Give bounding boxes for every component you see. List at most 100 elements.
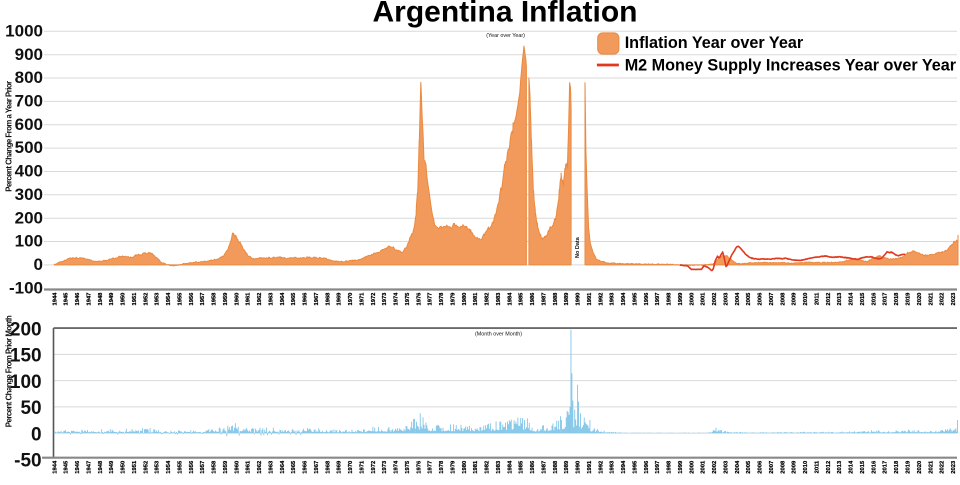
- svg-text:1973: 1973: [382, 460, 388, 474]
- svg-text:1947: 1947: [86, 293, 92, 306]
- svg-text:2018: 2018: [894, 292, 900, 306]
- svg-text:2014: 2014: [849, 460, 855, 474]
- svg-text:2021: 2021: [928, 460, 934, 474]
- svg-text:Inflation Year over Year: Inflation Year over Year: [625, 34, 804, 52]
- svg-text:1973: 1973: [382, 292, 388, 306]
- svg-text:1994: 1994: [621, 460, 627, 474]
- svg-text:2016: 2016: [871, 292, 877, 306]
- svg-text:1000: 1000: [5, 21, 43, 40]
- svg-text:1999: 1999: [678, 292, 684, 306]
- svg-text:1961: 1961: [246, 292, 252, 306]
- svg-text:1991: 1991: [587, 460, 593, 474]
- svg-text:200: 200: [15, 208, 43, 227]
- svg-text:1956: 1956: [189, 460, 195, 474]
- svg-text:1982: 1982: [485, 461, 491, 474]
- svg-text:1963: 1963: [268, 460, 274, 474]
- svg-text:1974: 1974: [394, 292, 400, 306]
- svg-text:1996: 1996: [644, 460, 650, 474]
- svg-text:No Data: No Data: [575, 236, 581, 258]
- svg-text:1950: 1950: [121, 461, 127, 474]
- svg-text:2011: 2011: [815, 292, 821, 305]
- svg-text:1977: 1977: [428, 461, 434, 474]
- svg-text:2020: 2020: [917, 461, 923, 474]
- svg-text:1951: 1951: [132, 460, 138, 474]
- svg-text:2023: 2023: [951, 460, 957, 474]
- svg-text:1986: 1986: [530, 460, 536, 474]
- svg-text:1959: 1959: [223, 460, 229, 474]
- svg-text:1978: 1978: [439, 460, 445, 474]
- svg-text:1958: 1958: [212, 460, 218, 474]
- svg-text:1975: 1975: [405, 460, 411, 474]
- svg-text:200: 200: [10, 319, 42, 340]
- svg-text:1997: 1997: [655, 293, 661, 306]
- svg-text:2012: 2012: [826, 293, 832, 306]
- svg-text:1960: 1960: [234, 461, 240, 474]
- svg-text:2003: 2003: [724, 292, 730, 306]
- svg-text:(Month over Month): (Month over Month): [475, 332, 522, 338]
- svg-text:1993: 1993: [610, 460, 616, 474]
- svg-text:1968: 1968: [325, 292, 331, 306]
- svg-text:1957: 1957: [200, 293, 206, 306]
- svg-text:2022: 2022: [940, 293, 946, 306]
- svg-text:1969: 1969: [337, 292, 343, 306]
- svg-text:1991: 1991: [587, 292, 593, 306]
- svg-text:2022: 2022: [940, 461, 946, 474]
- svg-text:2005: 2005: [746, 460, 752, 474]
- svg-text:1967: 1967: [314, 461, 320, 474]
- svg-text:1994: 1994: [621, 292, 627, 306]
- svg-text:2008: 2008: [780, 292, 786, 306]
- svg-text:1961: 1961: [246, 460, 252, 474]
- svg-text:2013: 2013: [837, 460, 843, 474]
- svg-text:1969: 1969: [337, 460, 343, 474]
- svg-text:2017: 2017: [883, 461, 889, 474]
- svg-text:Argentina Inflation: Argentina Inflation: [373, 0, 638, 29]
- svg-text:600: 600: [15, 115, 43, 134]
- svg-text:1944: 1944: [52, 460, 58, 474]
- svg-text:2006: 2006: [758, 292, 764, 306]
- svg-text:400: 400: [15, 162, 43, 181]
- svg-text:2010: 2010: [803, 293, 809, 306]
- svg-text:1967: 1967: [314, 293, 320, 306]
- svg-text:Percent Change From a Year Pri: Percent Change From a Year Prior: [4, 81, 13, 192]
- svg-text:2008: 2008: [780, 460, 786, 474]
- svg-text:300: 300: [15, 185, 43, 204]
- svg-text:2012: 2012: [826, 461, 832, 474]
- svg-text:2000: 2000: [689, 461, 695, 474]
- svg-text:1990: 1990: [576, 461, 582, 474]
- svg-text:2006: 2006: [758, 460, 764, 474]
- svg-text:2018: 2018: [894, 460, 900, 474]
- svg-text:1953: 1953: [155, 460, 161, 474]
- svg-text:2001: 2001: [701, 460, 707, 474]
- svg-text:1987: 1987: [542, 461, 548, 474]
- svg-text:1979: 1979: [451, 460, 457, 474]
- svg-text:50: 50: [20, 398, 41, 419]
- svg-text:700: 700: [15, 92, 43, 111]
- svg-text:Percent Change From Prior Mont: Percent Change From Prior Month: [4, 315, 13, 427]
- svg-text:1959: 1959: [223, 292, 229, 306]
- svg-text:1951: 1951: [132, 292, 138, 306]
- svg-text:150: 150: [10, 346, 42, 367]
- svg-text:1965: 1965: [291, 292, 297, 306]
- svg-text:2001: 2001: [701, 292, 707, 306]
- svg-text:1949: 1949: [109, 460, 115, 474]
- svg-text:1988: 1988: [553, 460, 559, 474]
- svg-text:800: 800: [15, 68, 43, 87]
- svg-text:1965: 1965: [291, 460, 297, 474]
- svg-text:1996: 1996: [644, 292, 650, 306]
- svg-text:1983: 1983: [496, 460, 502, 474]
- svg-text:2005: 2005: [746, 292, 752, 306]
- svg-text:1985: 1985: [519, 292, 525, 306]
- svg-text:1945: 1945: [64, 292, 70, 306]
- svg-text:100: 100: [15, 232, 43, 251]
- svg-text:2007: 2007: [769, 461, 775, 474]
- svg-text:1971: 1971: [360, 292, 366, 306]
- svg-text:2023: 2023: [951, 292, 957, 306]
- svg-text:0: 0: [34, 255, 43, 274]
- svg-text:1952: 1952: [143, 461, 149, 474]
- svg-text:1982: 1982: [485, 293, 491, 306]
- svg-text:M2 Money Supply Increases Year: M2 Money Supply Increases Year over Year: [625, 56, 957, 74]
- svg-text:0: 0: [31, 424, 42, 445]
- svg-text:1979: 1979: [451, 292, 457, 306]
- svg-text:2002: 2002: [712, 461, 718, 474]
- svg-text:1958: 1958: [212, 292, 218, 306]
